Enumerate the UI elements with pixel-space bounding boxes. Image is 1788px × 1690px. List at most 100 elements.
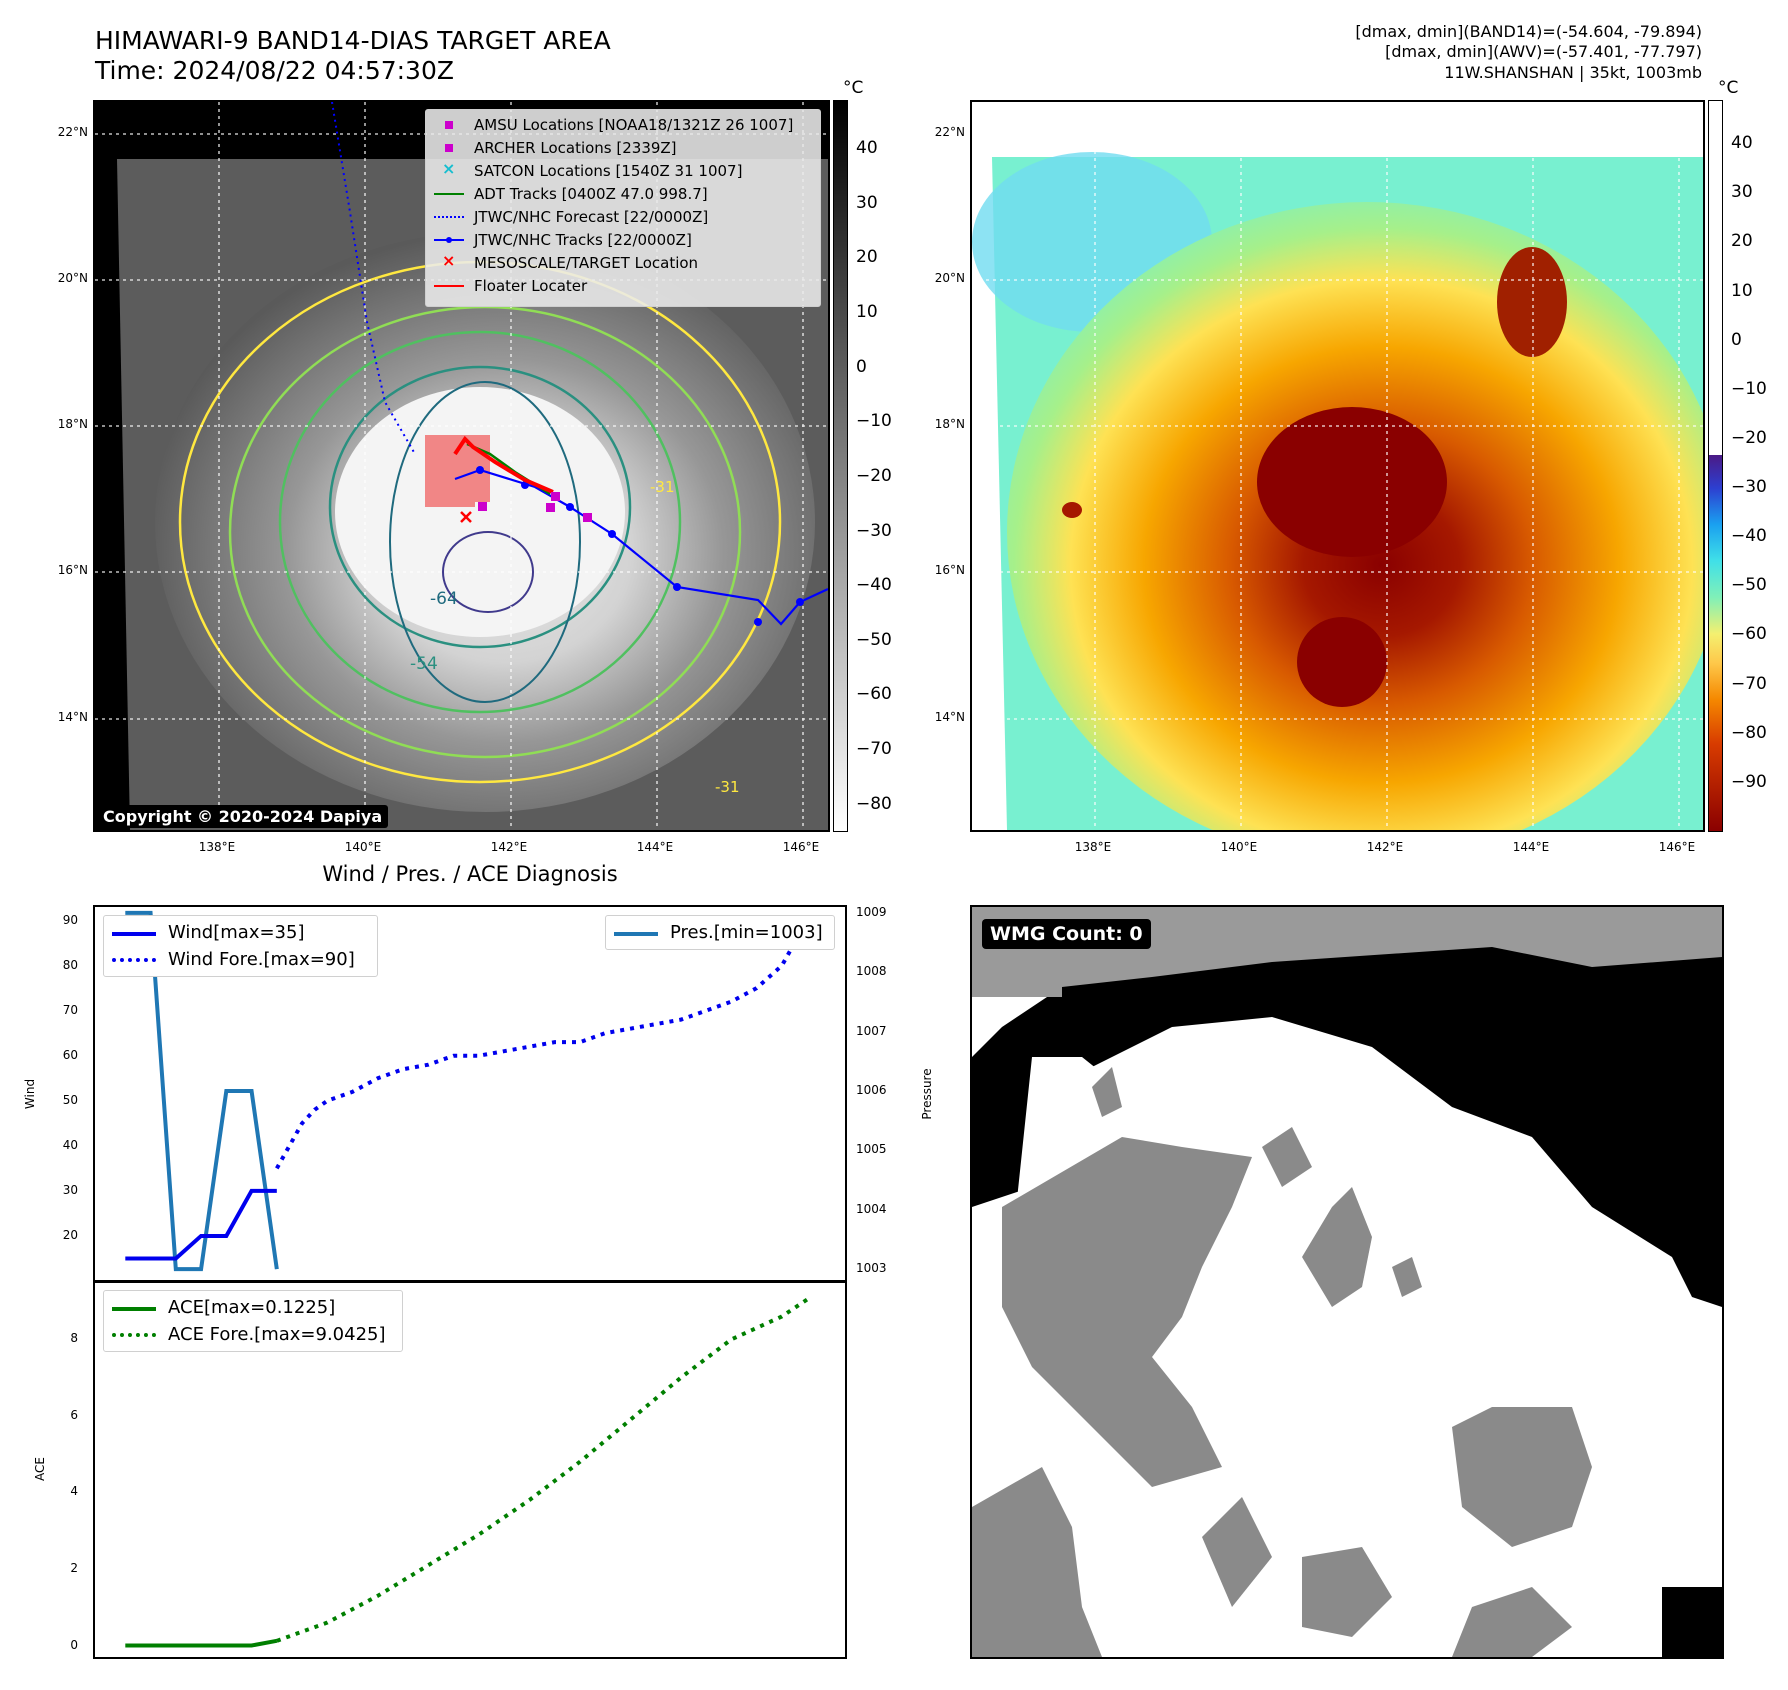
colorbar-tick-label: −10 bbox=[856, 411, 892, 432]
legend-item-ace-forecast: ACE Fore.[max=9.0425] bbox=[112, 1321, 394, 1348]
colorbar-tick-label: −40 bbox=[856, 575, 892, 596]
lat-tick-label: 22°N bbox=[57, 125, 88, 139]
legend-item-satcon: × SATCON Locations [1540Z 31 1007] bbox=[434, 159, 812, 182]
copyright-label: Copyright © 2020-2024 Dapiya bbox=[97, 805, 389, 828]
figure-title: HIMAWARI-9 BAND14-DIAS TARGET AREA bbox=[95, 26, 611, 55]
colorbar-tick-label: −60 bbox=[856, 684, 892, 705]
colorbar-tick-label: −80 bbox=[856, 793, 892, 814]
legend-item-pressure: Pres.[min=1003] bbox=[614, 919, 826, 946]
pressure-line-icon bbox=[614, 928, 658, 938]
wind-series-line bbox=[125, 1188, 277, 1261]
wmg-count-label: WMG Count: 0 bbox=[982, 919, 1151, 949]
wind-y-tick-label: 90 bbox=[62, 912, 78, 927]
colorbar-tick-label: −10 bbox=[1731, 378, 1767, 399]
colorbar-unit: °C bbox=[843, 78, 864, 98]
lon-tick-label: 140°E bbox=[344, 840, 382, 854]
colorbar-tick-label: −30 bbox=[856, 520, 892, 541]
magenta-square-icon bbox=[434, 138, 464, 158]
awv-image bbox=[972, 102, 1703, 830]
lat-tick-label: 18°N bbox=[934, 417, 965, 431]
wind-y-tick-label: 50 bbox=[62, 1092, 78, 1107]
ace-dotted-line-icon bbox=[112, 1330, 156, 1340]
lat-tick-label: 22°N bbox=[934, 125, 965, 139]
pressure-y-tick-label: 1007 bbox=[856, 1023, 887, 1038]
magenta-square-icon bbox=[434, 115, 464, 135]
legend-item-archer: ARCHER Locations [2339Z] bbox=[434, 136, 812, 159]
colorbar-tick-label: 20 bbox=[856, 247, 878, 268]
colorbar-tick-label: 0 bbox=[856, 356, 867, 377]
wind-dotted-line-icon bbox=[112, 955, 156, 965]
lon-tick-label: 142°E bbox=[490, 840, 528, 854]
awv-range: [dmax, dmin](AWV)=(-57.401, -77.797) bbox=[1385, 42, 1702, 61]
lon-tick-label: 138°E bbox=[198, 840, 236, 854]
ace-plot bbox=[125, 1297, 809, 1648]
ace-y-tick-label: 0 bbox=[70, 1637, 78, 1652]
colorbar-tick-label: −60 bbox=[1731, 624, 1767, 645]
band14-colorbar bbox=[833, 100, 848, 832]
legend-item-wind-forecast: Wind Fore.[max=90] bbox=[112, 946, 369, 973]
pressure-series-line bbox=[125, 910, 279, 1272]
band14-map: -64 -54 -31 -31 AMSU Locations [NOAA18/1… bbox=[93, 100, 830, 832]
lat-tick-label: 14°N bbox=[934, 710, 965, 724]
colorbar-tick-label: −80 bbox=[1731, 722, 1767, 743]
map-legend: AMSU Locations [NOAA18/1321Z 26 1007] AR… bbox=[425, 109, 821, 307]
colorbar-tick-label: 40 bbox=[856, 138, 878, 159]
colorbar-tick-label: −20 bbox=[1731, 427, 1767, 448]
colorbar-unit: °C bbox=[1718, 78, 1739, 98]
storm-info: 11W.SHANSHAN | 35kt, 1003mb bbox=[1444, 63, 1702, 82]
colorbar-tick-label: −70 bbox=[856, 739, 892, 760]
wind-y-tick-label: 20 bbox=[62, 1227, 78, 1242]
wind-y-tick-label: 70 bbox=[62, 1002, 78, 1017]
colorbar-tick-label: 30 bbox=[856, 192, 878, 213]
legend-item-amsu: AMSU Locations [NOAA18/1321Z 26 1007] bbox=[434, 113, 812, 136]
lon-tick-label: 138°E bbox=[1074, 840, 1112, 854]
legend-item-wind: Wind[max=35] bbox=[112, 919, 369, 946]
contour-label: -31 bbox=[715, 778, 740, 796]
wind-axis-label: Wind bbox=[23, 1078, 37, 1110]
wind-legend: Wind[max=35] Wind Fore.[max=90] bbox=[103, 915, 378, 977]
colorbar-tick-label: −20 bbox=[856, 465, 892, 486]
legend-item-forecast: JTWC/NHC Forecast [22/0000Z] bbox=[434, 205, 812, 228]
pressure-y-tick-label: 1006 bbox=[856, 1083, 887, 1098]
ace-panel: ACE[max=0.1225] ACE Fore.[max=9.0425] bbox=[93, 1280, 847, 1659]
ace-forecast-series-line bbox=[276, 1297, 809, 1643]
colorbar-tick-label: 0 bbox=[1731, 329, 1742, 350]
red-x-icon: × bbox=[442, 250, 456, 270]
colorbar-tick-label: 10 bbox=[856, 302, 878, 323]
awv-map bbox=[970, 100, 1705, 832]
pressure-y-tick-label: 1009 bbox=[856, 904, 887, 919]
legend-item-floater: Floater Locater bbox=[434, 274, 812, 297]
ace-legend: ACE[max=0.1225] ACE Fore.[max=9.0425] bbox=[103, 1290, 403, 1352]
lon-tick-label: 144°E bbox=[1512, 840, 1550, 854]
ace-y-tick-label: 2 bbox=[70, 1560, 78, 1575]
legend-item-ace: ACE[max=0.1225] bbox=[112, 1294, 394, 1321]
wind-pressure-plot bbox=[125, 910, 809, 1272]
colorbar-tick-label: −90 bbox=[1731, 771, 1767, 792]
pressure-y-tick-label: 1003 bbox=[856, 1261, 887, 1276]
colorbar-tick-label: 10 bbox=[1731, 280, 1753, 301]
colorbar-tick-label: −70 bbox=[1731, 673, 1767, 694]
colorbar-tick-label: 30 bbox=[1731, 182, 1753, 203]
pressure-y-tick-label: 1008 bbox=[856, 964, 887, 979]
wind-y-tick-label: 30 bbox=[62, 1182, 78, 1197]
diagnosis-title: Wind / Pres. / ACE Diagnosis bbox=[322, 862, 618, 886]
wind-forecast-series-line bbox=[275, 919, 809, 1170]
contour-label: -31 bbox=[650, 478, 675, 496]
lon-tick-label: 146°E bbox=[782, 840, 820, 854]
colorbar-tick-label: 20 bbox=[1731, 231, 1753, 252]
wmg-panel: WMG Count: 0 bbox=[970, 905, 1724, 1659]
pressure-axis-label: Pressure bbox=[920, 1068, 934, 1120]
lat-tick-label: 20°N bbox=[57, 271, 88, 285]
colorbar-tick-label: −50 bbox=[1731, 575, 1767, 596]
legend-item-target: × MESOSCALE/TARGET Location bbox=[434, 251, 812, 274]
lat-tick-label: 14°N bbox=[57, 710, 88, 724]
band14-image: -64 -54 -31 -31 bbox=[95, 102, 828, 830]
ace-y-tick-label: 8 bbox=[70, 1331, 78, 1346]
wind-y-tick-label: 80 bbox=[62, 957, 78, 972]
ace-axis-label: ACE bbox=[33, 1457, 47, 1481]
cyan-x-icon: × bbox=[442, 158, 456, 178]
colorbar-tick-label: −30 bbox=[1731, 477, 1767, 498]
colorbar-tick-label: −40 bbox=[1731, 526, 1767, 547]
lon-tick-label: 142°E bbox=[1366, 840, 1404, 854]
wmg-mask bbox=[972, 907, 1722, 1657]
